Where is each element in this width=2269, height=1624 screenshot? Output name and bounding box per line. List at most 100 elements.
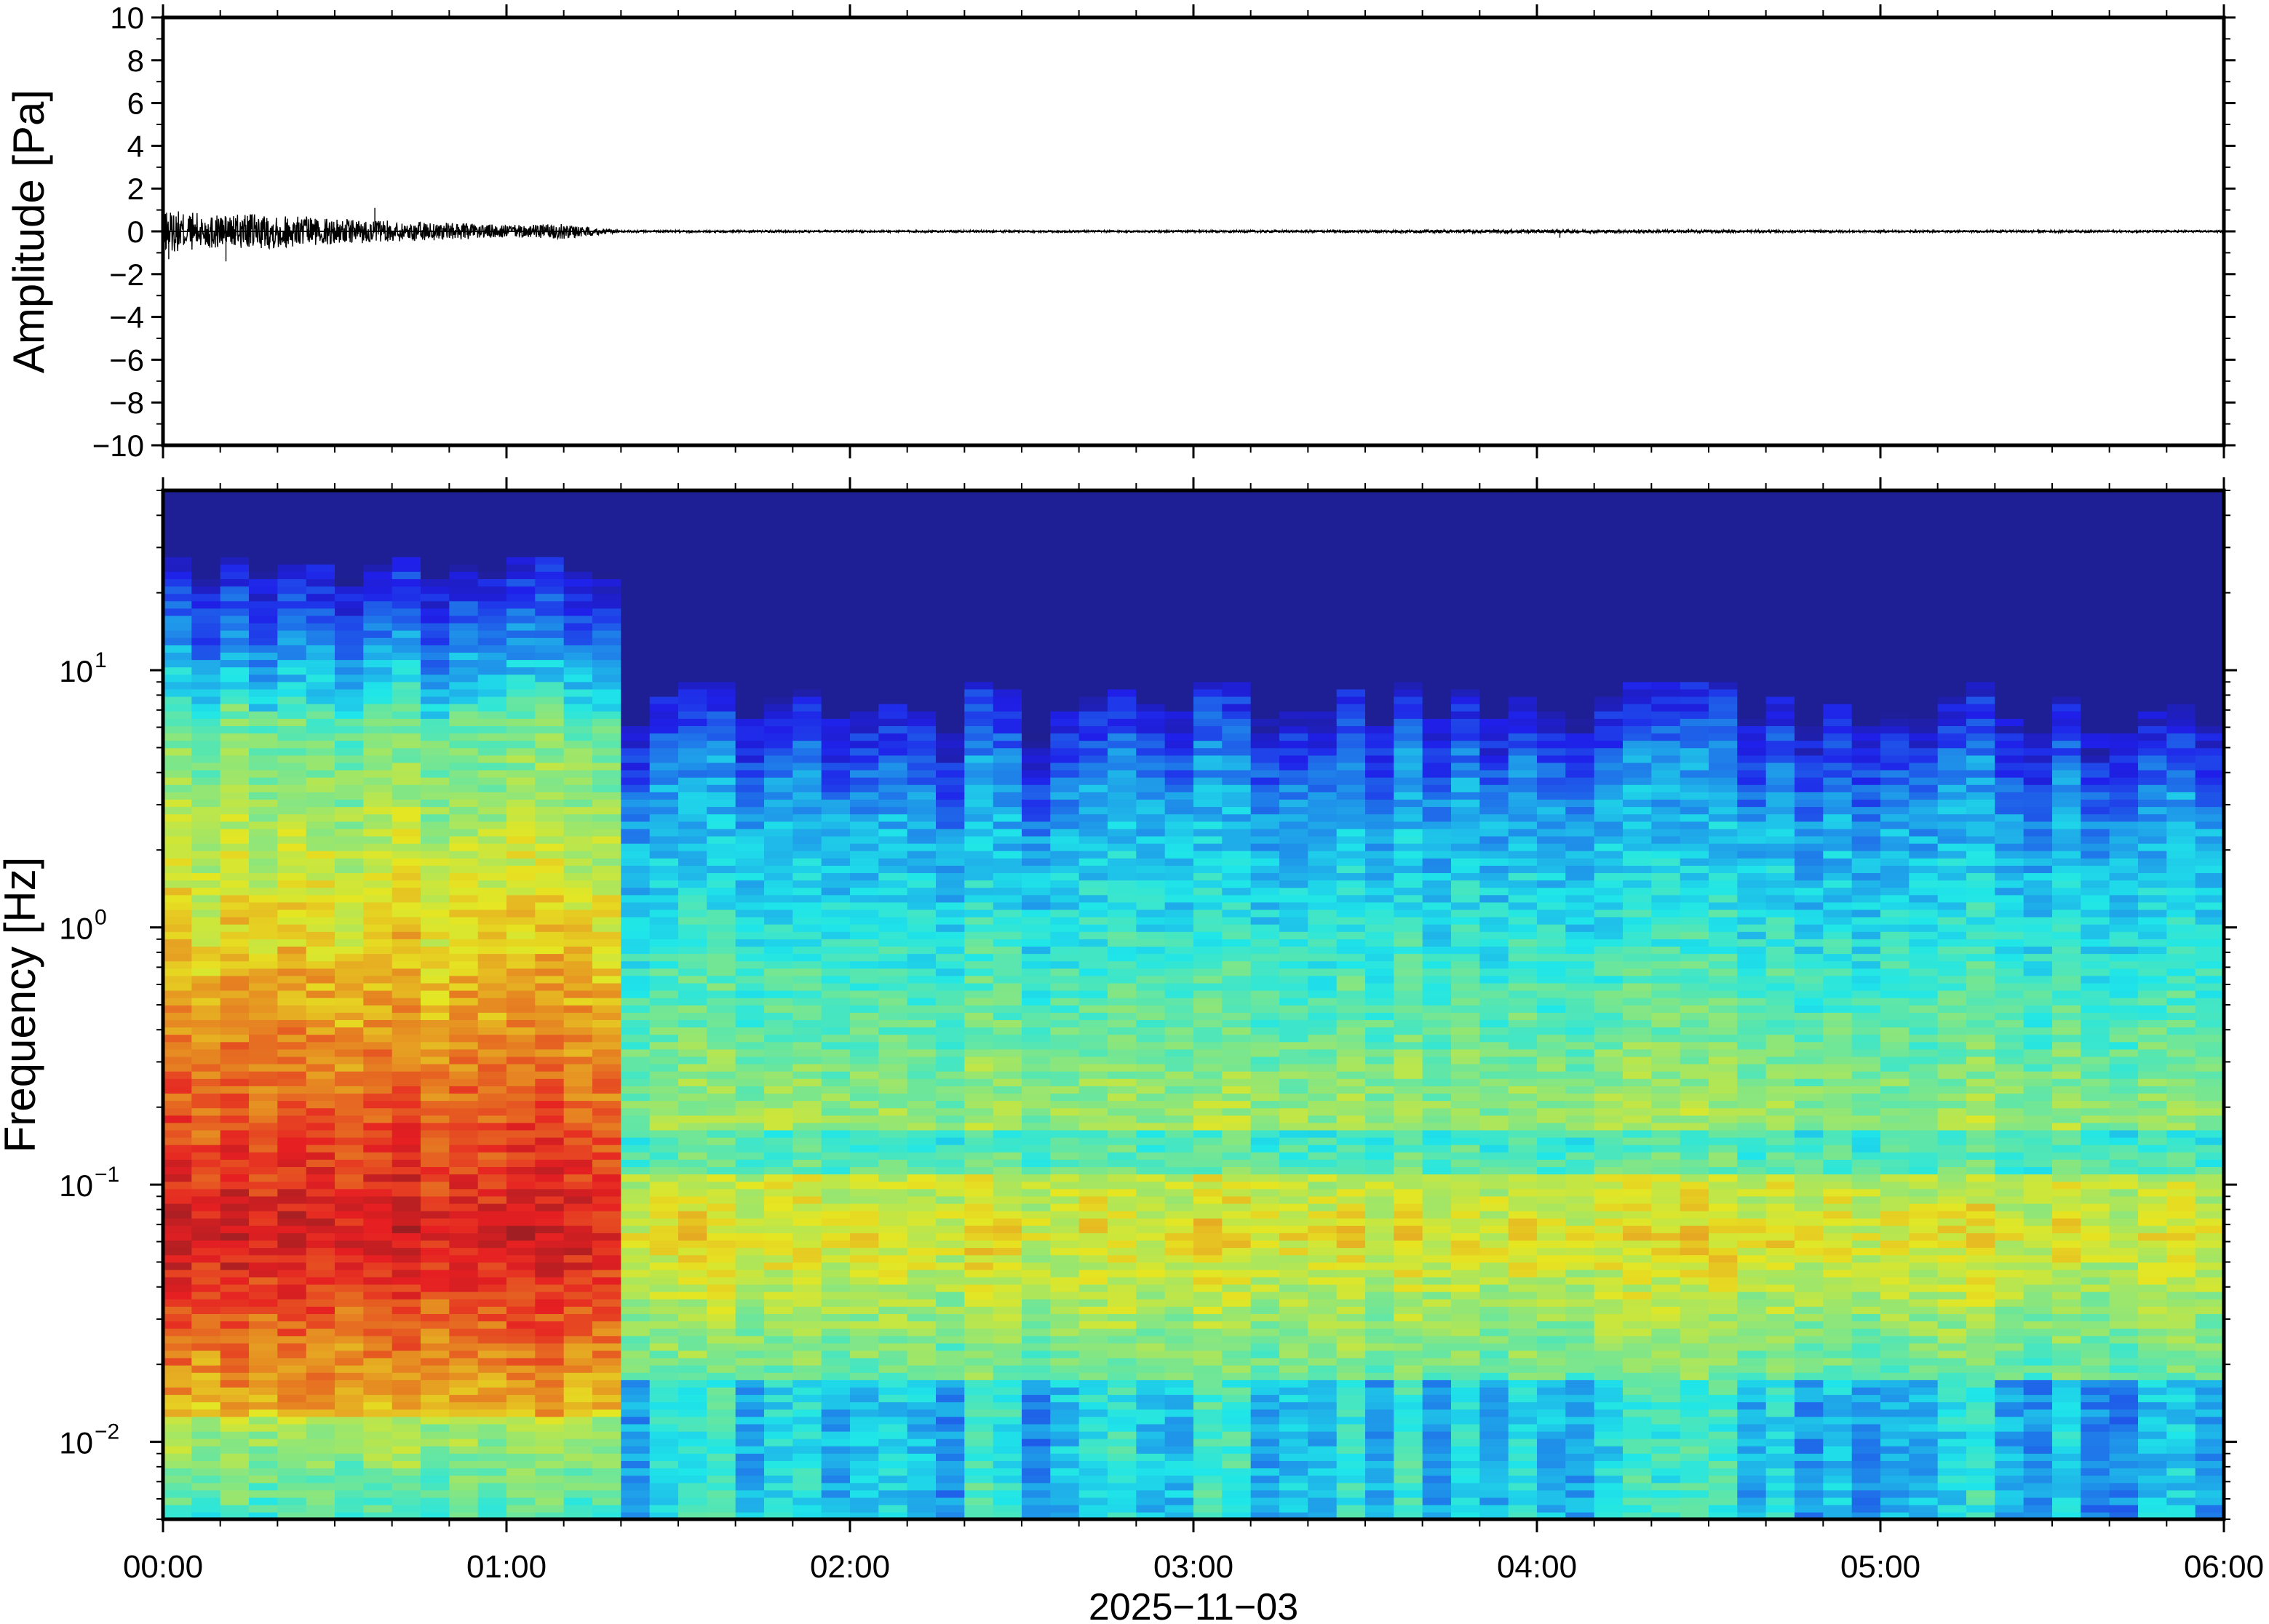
- spectrogram-cell: [1022, 637, 1052, 645]
- spectrogram-cell: [477, 990, 507, 998]
- spectrogram-cell: [449, 776, 479, 785]
- spectrogram-cell: [421, 1144, 450, 1153]
- spectrogram-cell: [1022, 578, 1052, 587]
- spectrogram-cell: [1050, 1328, 1080, 1337]
- spectrogram-cell: [535, 549, 565, 557]
- spectrogram-cell: [792, 1217, 822, 1226]
- spectrogram-cell: [792, 652, 822, 661]
- spectrogram-cell: [563, 1364, 593, 1373]
- spectrogram-cell: [1078, 1240, 1108, 1249]
- spectrogram-cell: [1050, 799, 1080, 808]
- spectrogram-cell: [563, 909, 593, 918]
- spectrogram-cell: [449, 1409, 479, 1417]
- spectrogram-cell: [821, 835, 851, 844]
- spectrogram-cell: [191, 1511, 221, 1519]
- spectrogram-cell: [993, 916, 1022, 925]
- spectrogram-cell: [821, 549, 851, 557]
- spectrogram-cell: [964, 1210, 994, 1219]
- spectrogram-cell: [764, 1166, 794, 1175]
- spectrogram-cell: [1108, 894, 1137, 903]
- spectrogram-cell: [563, 578, 593, 587]
- spectrogram-cell: [850, 1034, 880, 1043]
- spectrogram-cell: [907, 1233, 937, 1241]
- spectrogram-cell: [163, 1115, 193, 1123]
- spectrogram-cell: [335, 1511, 365, 1519]
- spectrogram-cell: [506, 1210, 536, 1219]
- spectrogram-cell: [306, 696, 335, 704]
- spectrogram-cell: [449, 688, 479, 697]
- spectrogram-cell: [678, 1056, 708, 1064]
- spectrogram-cell: [506, 1387, 536, 1396]
- spectrogram-cell: [306, 688, 335, 697]
- spectrogram-cell: [421, 1027, 450, 1035]
- spectrogram-cell: [1136, 1012, 1166, 1020]
- spectrogram-cell: [220, 1276, 250, 1285]
- spectrogram-cell: [277, 733, 307, 741]
- spectrogram-cell: [477, 1115, 507, 1123]
- spectrogram-cell: [191, 880, 221, 888]
- spectrogram-cell: [306, 762, 335, 771]
- spectrogram-cell: [535, 1328, 565, 1337]
- spectrogram-cell: [621, 1350, 651, 1358]
- spectrogram-cell: [592, 1115, 622, 1123]
- spectrogram-cell: [878, 1342, 908, 1351]
- spectrogram-cell: [964, 520, 994, 528]
- spectrogram-cell: [792, 1078, 822, 1086]
- spectrogram-cell: [306, 733, 335, 741]
- spectrogram-cell: [735, 1269, 765, 1278]
- spectrogram-cell: [707, 1380, 736, 1388]
- spectrogram-cell: [1050, 1181, 1080, 1190]
- spectrogram-cell: [277, 792, 307, 800]
- spectrogram-cell: [1108, 769, 1137, 778]
- spectrogram-cell: [621, 850, 651, 859]
- spectrogram-cell: [1050, 681, 1080, 690]
- spectrogram-cell: [792, 615, 822, 624]
- spectrogram-cell: [1108, 1225, 1137, 1233]
- spectrogram-cell: [563, 843, 593, 851]
- spectrogram-cell: [792, 792, 822, 800]
- spectrogram-cell: [163, 571, 193, 579]
- spectrogram-cell: [363, 1372, 393, 1380]
- spectrogram-cell: [792, 1328, 822, 1337]
- spectrogram-cell: [535, 512, 565, 521]
- spectrogram-cell: [163, 1041, 193, 1050]
- spectrogram-cell: [249, 696, 279, 704]
- spectrogram-cell: [306, 1152, 335, 1160]
- spectrogram-cell: [1050, 1247, 1080, 1256]
- spectrogram-cell: [1136, 975, 1166, 984]
- spectrogram-cell: [249, 512, 279, 521]
- spectrogram-cell: [735, 1468, 765, 1476]
- spectrogram-cell: [850, 740, 880, 749]
- spectrogram-cell: [792, 1453, 822, 1461]
- spectrogram-cell: [220, 1005, 250, 1013]
- spectrogram-cell: [707, 1468, 736, 1476]
- spectrogram-cell: [421, 490, 450, 498]
- spectrogram-cell: [764, 1217, 794, 1226]
- spectrogram-cell: [1136, 1380, 1166, 1388]
- spectrogram-cell: [249, 564, 279, 572]
- spectrogram-cell: [563, 916, 593, 925]
- spectrogram-cell: [792, 1401, 822, 1410]
- spectrogram-cell: [707, 1166, 736, 1175]
- spectrogram-cell: [907, 1159, 937, 1167]
- spectrogram-cell: [191, 1430, 221, 1439]
- spectrogram-cell: [592, 894, 622, 903]
- spectrogram-cell: [1050, 872, 1080, 881]
- spectrogram-cell: [449, 674, 479, 682]
- spectrogram-cell: [735, 1453, 765, 1461]
- spectrogram-cell: [1050, 997, 1080, 1006]
- spectrogram-cell: [477, 1210, 507, 1219]
- spectrogram-cell: [707, 1335, 736, 1344]
- spectrogram-cell: [678, 1482, 708, 1491]
- spectrogram-cell: [707, 1063, 736, 1072]
- spectrogram-cell: [735, 1511, 765, 1519]
- spectrogram-cell: [621, 1056, 651, 1064]
- spectrogram-cell: [1108, 733, 1137, 741]
- spectrogram-cell: [477, 1306, 507, 1314]
- spectrogram-cell: [1022, 1107, 1052, 1116]
- spectrogram-cell: [277, 799, 307, 808]
- spectrogram-cell: [335, 586, 365, 594]
- spectrogram-cell: [850, 953, 880, 962]
- spectrogram-cell: [1136, 1122, 1166, 1131]
- spectrogram-cell: [535, 858, 565, 866]
